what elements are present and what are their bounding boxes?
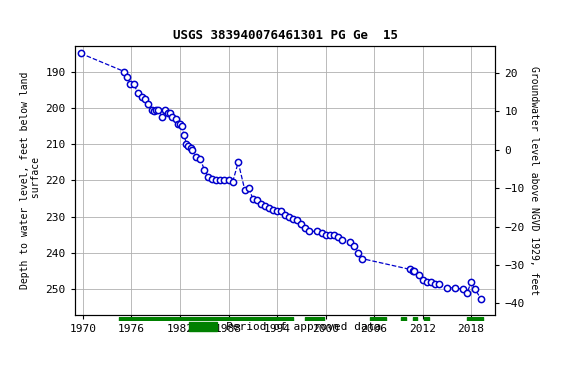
Bar <box>424 317 429 321</box>
Bar <box>119 317 293 321</box>
Legend: Period of approved data: Period of approved data <box>185 318 385 337</box>
Bar <box>305 317 324 321</box>
Bar <box>413 317 417 321</box>
Bar <box>370 317 386 321</box>
Y-axis label: Depth to water level, feet below land
 surface: Depth to water level, feet below land su… <box>20 72 41 289</box>
Y-axis label: Groundwater level above NGVD 1929, feet: Groundwater level above NGVD 1929, feet <box>529 66 539 295</box>
Bar <box>467 317 483 321</box>
Bar <box>401 317 407 321</box>
Title: USGS 383940076461301 PG Ge  15: USGS 383940076461301 PG Ge 15 <box>173 29 397 42</box>
